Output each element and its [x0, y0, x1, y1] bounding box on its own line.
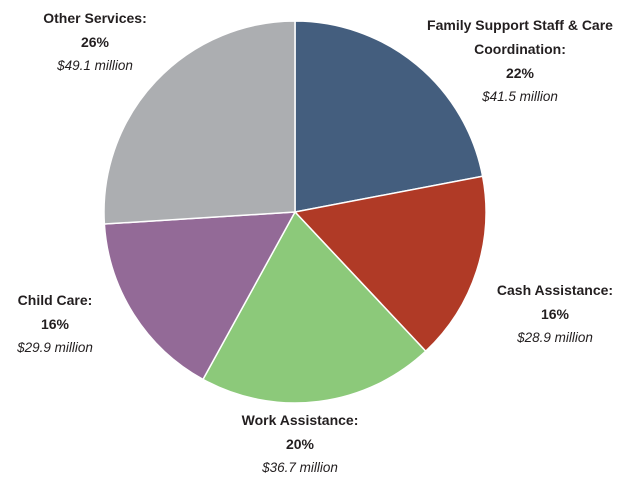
category-label: Child Care:	[17, 292, 93, 308]
slice-label: Other Services: 26% $49.1 million	[20, 6, 170, 78]
pie-slice	[103, 211, 297, 381]
category-label: Cash Assistance:	[496, 282, 614, 298]
amount-label: $28.9 million	[517, 330, 593, 345]
amount-label: $36.7 million	[262, 460, 338, 475]
slice-label: Child Care: 16% $29.9 million	[0, 288, 115, 360]
slice-label: Work Assistance: 20% $36.7 million	[210, 408, 390, 480]
value-label: 26%	[80, 34, 110, 50]
value-label: 16%	[540, 306, 570, 322]
amount-label: $29.9 million	[17, 340, 93, 355]
pie-slice	[201, 210, 427, 404]
category-label: Other Services:	[43, 10, 147, 26]
value-label: 16%	[40, 316, 70, 332]
category-label: Work Assistance:	[241, 412, 359, 428]
slice-label: Cash Assistance: 16% $28.9 million	[475, 278, 618, 350]
category-label: Family Support Staff & Care Coordination…	[427, 17, 613, 57]
pie-slice	[293, 175, 487, 353]
pie-slice	[103, 20, 296, 225]
pie-slice	[294, 20, 484, 213]
amount-label: $49.1 million	[57, 58, 133, 73]
slice-label: Family Support Staff & Care Coordination…	[425, 13, 615, 109]
value-label: 20%	[285, 436, 315, 452]
amount-label: $41.5 million	[482, 89, 558, 104]
value-label: 22%	[505, 65, 535, 81]
